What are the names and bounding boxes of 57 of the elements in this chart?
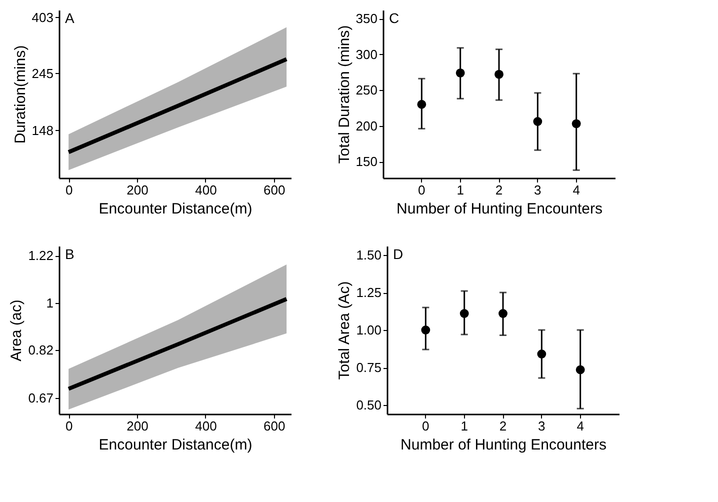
point: [421, 326, 430, 334]
annotation: B: [65, 246, 74, 262]
x-tick-label: 600: [264, 418, 286, 434]
x-tick-label: 400: [195, 182, 217, 198]
x-axis-title: Encounter Distance(m): [98, 436, 252, 454]
x-tick-label: 200: [126, 182, 148, 198]
y-tick-label: 245: [32, 66, 54, 81]
x-tick-label: 400: [195, 418, 217, 434]
y-tick-label: 150: [356, 154, 378, 170]
y-tick-label: 148: [32, 122, 54, 138]
point: [576, 365, 585, 374]
x-tick-label: 0: [65, 182, 73, 198]
y-tick-label: 0.50: [356, 398, 382, 412]
x-tick-label: 1: [456, 182, 464, 198]
x-tick-label: 0: [65, 418, 73, 434]
point: [494, 70, 504, 79]
y-axis-title: Duration(mins): [12, 45, 29, 144]
y-tick-label: 1.22: [28, 248, 54, 264]
annotation: C: [389, 10, 400, 26]
x-tick-label: 3: [538, 418, 546, 434]
y-tick-label: 1.25: [356, 285, 382, 300]
point: [456, 68, 465, 78]
annotation: D: [393, 246, 404, 262]
y-axis-title: Area (ac): [8, 300, 26, 362]
x-tick-label: 4: [576, 418, 584, 434]
x-tick-label: 0: [418, 182, 426, 198]
y-tick-label: 250: [356, 82, 378, 98]
point: [572, 119, 581, 128]
x-axis-title: Number of Hunting Encounters: [396, 200, 602, 218]
x-tick-label: 1: [460, 418, 468, 434]
y-tick-label: 0.75: [356, 360, 382, 375]
point: [533, 117, 542, 126]
y-tick-label: 1.00: [356, 322, 382, 338]
y-tick-label: 300: [356, 46, 378, 62]
y-axis-title: Total Area (Ac): [336, 281, 354, 380]
y-tick-label: 0.82: [28, 342, 54, 358]
x-tick-label: 2: [499, 418, 507, 434]
y-tick-label: 350: [356, 11, 378, 26]
y-tick-label: 1.50: [356, 248, 382, 262]
x-axis-title: Encounter Distance(m): [98, 200, 252, 218]
annotation: A: [65, 10, 75, 26]
point: [498, 309, 508, 318]
x-tick-label: 200: [126, 418, 148, 434]
x-tick-label: 0: [422, 418, 430, 434]
point: [460, 309, 469, 318]
point: [417, 100, 426, 109]
x-tick-label: 600: [264, 182, 286, 198]
y-tick-label: 1: [46, 295, 54, 310]
point: [537, 350, 546, 358]
y-tick-label: 0.67: [28, 390, 54, 406]
x-tick-label: 2: [495, 182, 503, 198]
x-axis-title: Number of Hunting Encounters: [400, 436, 606, 454]
x-tick-label: 3: [534, 182, 542, 198]
y-tick-label: 200: [356, 118, 378, 134]
x-tick-label: 4: [572, 182, 580, 198]
y-axis-title: Total Duration (mins): [336, 25, 353, 164]
y-tick-label: 403: [32, 10, 54, 25]
